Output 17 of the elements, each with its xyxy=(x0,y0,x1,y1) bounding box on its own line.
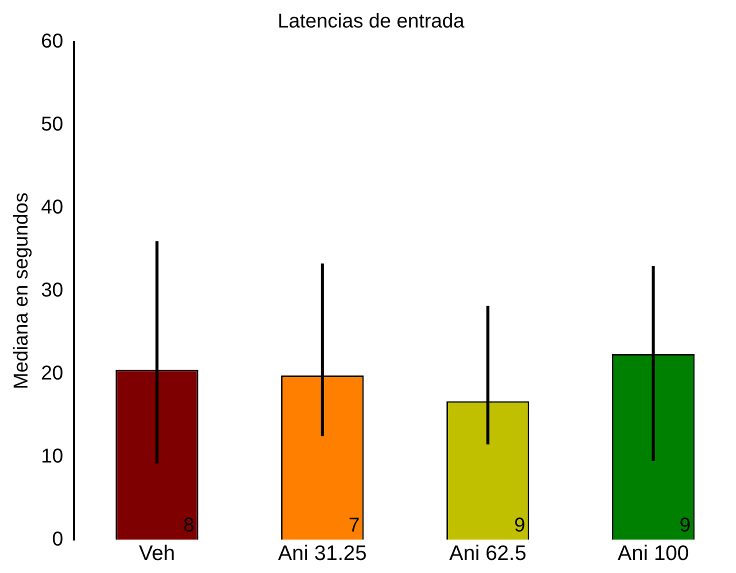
y-tick-label: 20 xyxy=(40,362,64,384)
chart-title: Latencias de entrada xyxy=(278,10,466,33)
x-tick-label: Ani 62.5 xyxy=(449,542,526,566)
y-tick-label: 40 xyxy=(40,196,64,218)
annotation: 8 xyxy=(183,514,194,536)
y-axis-title: Mediana en segundos xyxy=(10,192,33,390)
annotation: 9 xyxy=(514,514,526,536)
annotation: 7 xyxy=(348,514,360,536)
y-tick-label: 50 xyxy=(40,113,64,136)
x-tick-label: Ani 31.25 xyxy=(278,542,367,566)
x-tick-label: Ani 100 xyxy=(618,542,689,566)
y-tick-label: 30 xyxy=(40,279,64,302)
y-tick-label: 10 xyxy=(40,445,64,468)
x-tick-label: Veh xyxy=(138,542,176,566)
annotation: 9 xyxy=(680,514,691,536)
y-tick-label: 60 xyxy=(40,30,64,53)
y-tick-label: 0 xyxy=(52,528,64,550)
